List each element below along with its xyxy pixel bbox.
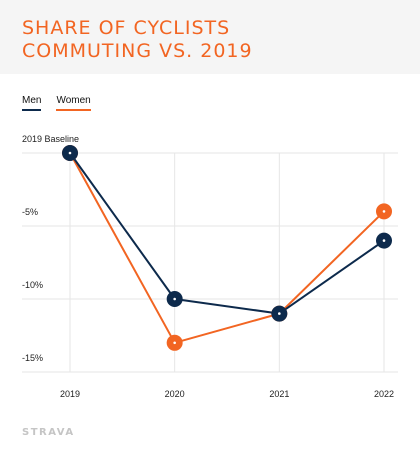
- y-tick-label: 2019 Baseline: [22, 134, 79, 144]
- data-point-center: [68, 151, 72, 155]
- title-line-1: SHARE OF CYCLISTS: [22, 17, 231, 39]
- strava-logo: STRAVA: [22, 427, 75, 438]
- header-band: SHARE OF CYCLISTS COMMUTING VS. 2019: [0, 0, 420, 74]
- series-line-women: [69, 152, 385, 344]
- x-tick-label: 2021: [269, 389, 289, 399]
- x-tick-label: 2022: [374, 389, 394, 399]
- chart-title: SHARE OF CYCLISTS COMMUTING VS. 2019: [22, 17, 402, 63]
- y-tick-label: -5%: [22, 207, 38, 217]
- x-tick-label: 2020: [165, 389, 185, 399]
- data-point-center: [173, 297, 176, 301]
- y-tick-label: -15%: [22, 353, 43, 363]
- data-point-center: [173, 341, 176, 345]
- x-tick-label: 2019: [60, 389, 80, 399]
- data-point-center: [278, 312, 281, 315]
- data-point-center: [382, 239, 386, 242]
- legend: Men Women: [22, 95, 91, 111]
- legend-item-women: Women: [56, 95, 91, 111]
- data-point-center: [382, 210, 386, 213]
- title-line-2: COMMUTING VS. 2019: [22, 40, 253, 62]
- legend-item-men: Men: [22, 95, 42, 111]
- y-tick-label: -10%: [22, 280, 43, 290]
- series-line-men: [69, 152, 385, 315]
